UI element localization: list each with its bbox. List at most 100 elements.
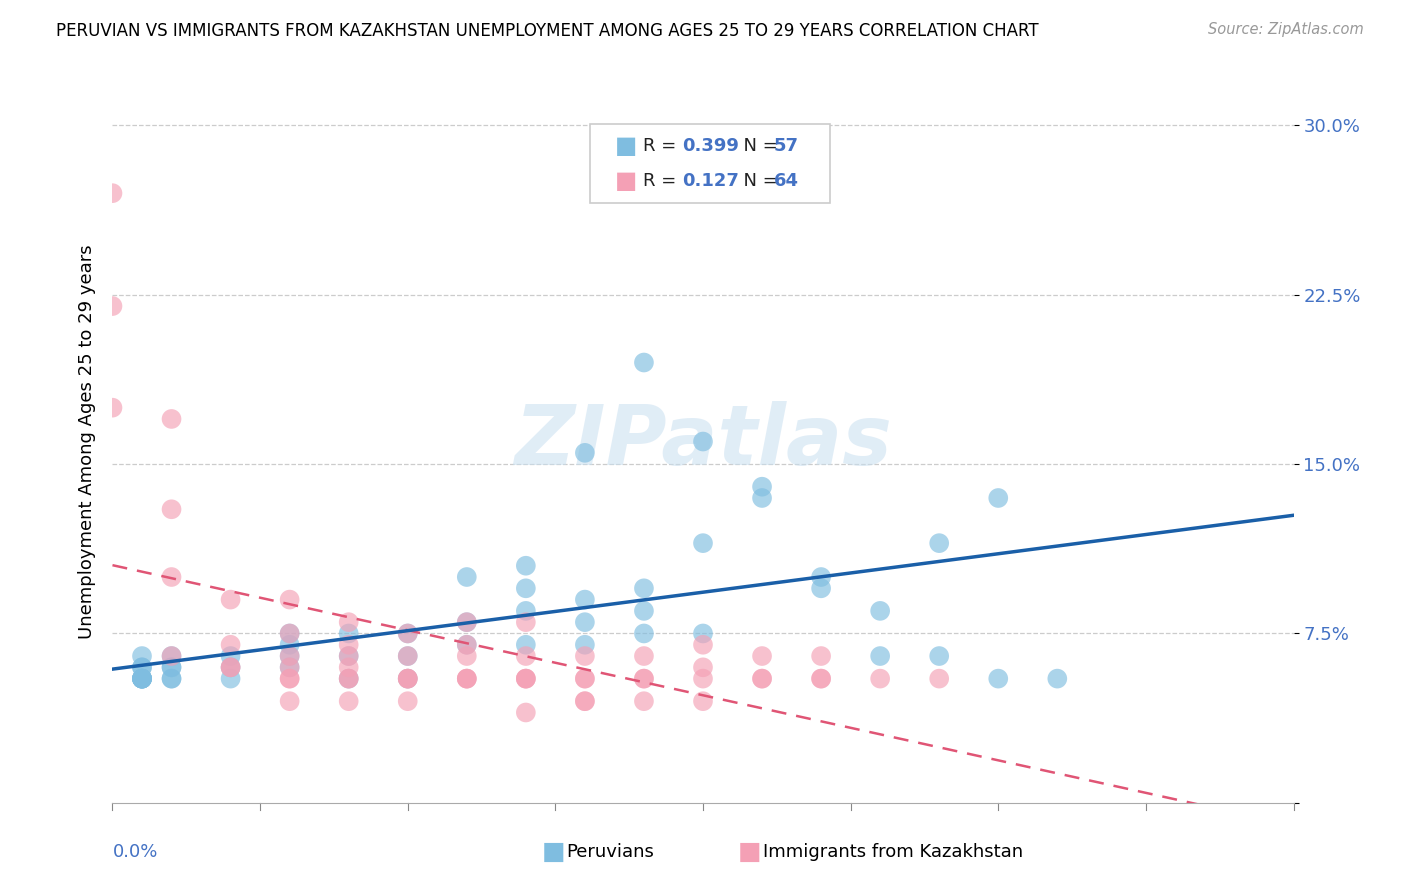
Point <box>751 672 773 686</box>
Point <box>160 672 183 686</box>
Point <box>278 648 301 663</box>
Point <box>456 648 478 663</box>
Point <box>515 672 537 686</box>
Point <box>396 694 419 708</box>
Point <box>160 672 183 686</box>
Point <box>131 672 153 686</box>
Point <box>810 582 832 596</box>
Point <box>1046 672 1069 686</box>
Point <box>692 434 714 449</box>
Point <box>515 706 537 720</box>
Point <box>987 491 1010 505</box>
Text: R =: R = <box>644 137 682 155</box>
Point <box>131 672 153 686</box>
Point <box>456 638 478 652</box>
Point <box>574 615 596 630</box>
Point <box>131 672 153 686</box>
Point <box>337 626 360 640</box>
Point <box>987 672 1010 686</box>
Point <box>751 672 773 686</box>
Text: R =: R = <box>644 172 688 190</box>
Point <box>515 638 537 652</box>
Text: N =: N = <box>731 137 783 155</box>
Point <box>337 672 360 686</box>
Point <box>574 694 596 708</box>
Point <box>278 660 301 674</box>
Point <box>396 626 419 640</box>
Point <box>456 672 478 686</box>
Point <box>810 570 832 584</box>
Point <box>278 660 301 674</box>
Point <box>160 648 183 663</box>
Point <box>692 638 714 652</box>
Point <box>278 672 301 686</box>
Point <box>278 638 301 652</box>
Point <box>337 648 360 663</box>
Point <box>219 660 242 674</box>
Point <box>869 648 891 663</box>
Point <box>131 660 153 674</box>
Point <box>160 660 183 674</box>
Point <box>337 672 360 686</box>
Point <box>337 672 360 686</box>
Point <box>337 648 360 663</box>
Point <box>574 446 596 460</box>
Point <box>692 672 714 686</box>
Point <box>574 638 596 652</box>
Point <box>278 626 301 640</box>
Point <box>131 672 153 686</box>
Point <box>574 672 596 686</box>
Point <box>751 491 773 505</box>
Text: 0.127: 0.127 <box>683 172 740 190</box>
Point <box>160 660 183 674</box>
Point <box>633 672 655 686</box>
Text: Immigrants from Kazakhstan: Immigrants from Kazakhstan <box>763 843 1024 861</box>
Text: ZIPatlas: ZIPatlas <box>515 401 891 482</box>
Point <box>515 558 537 573</box>
Point <box>751 480 773 494</box>
Point <box>692 626 714 640</box>
Point <box>515 672 537 686</box>
Point <box>633 672 655 686</box>
Point <box>160 648 183 663</box>
Point <box>160 412 183 426</box>
Point <box>337 638 360 652</box>
Point <box>456 615 478 630</box>
Point <box>131 660 153 674</box>
Point <box>869 604 891 618</box>
Point <box>396 672 419 686</box>
Point <box>633 604 655 618</box>
Point <box>219 592 242 607</box>
Text: ■: ■ <box>738 840 762 863</box>
Point <box>456 672 478 686</box>
Point <box>928 672 950 686</box>
Point <box>219 638 242 652</box>
Point <box>810 648 832 663</box>
Text: 0.399: 0.399 <box>683 137 740 155</box>
Point <box>869 672 891 686</box>
Point <box>515 648 537 663</box>
Text: PERUVIAN VS IMMIGRANTS FROM KAZAKHSTAN UNEMPLOYMENT AMONG AGES 25 TO 29 YEARS CO: PERUVIAN VS IMMIGRANTS FROM KAZAKHSTAN U… <box>56 22 1039 40</box>
Point <box>633 694 655 708</box>
Point <box>101 299 124 313</box>
Point <box>396 672 419 686</box>
Point <box>515 672 537 686</box>
Point <box>515 582 537 596</box>
Point <box>131 648 153 663</box>
Point <box>219 660 242 674</box>
Text: ■: ■ <box>541 840 565 863</box>
Point <box>396 672 419 686</box>
Point <box>131 672 153 686</box>
Point <box>219 660 242 674</box>
Point <box>396 672 419 686</box>
Point <box>337 615 360 630</box>
Point <box>278 648 301 663</box>
Point <box>810 672 832 686</box>
Point <box>928 648 950 663</box>
Text: ■: ■ <box>616 169 637 193</box>
Point <box>810 672 832 686</box>
Point <box>160 570 183 584</box>
Point <box>515 615 537 630</box>
Point <box>633 648 655 663</box>
Point <box>633 582 655 596</box>
